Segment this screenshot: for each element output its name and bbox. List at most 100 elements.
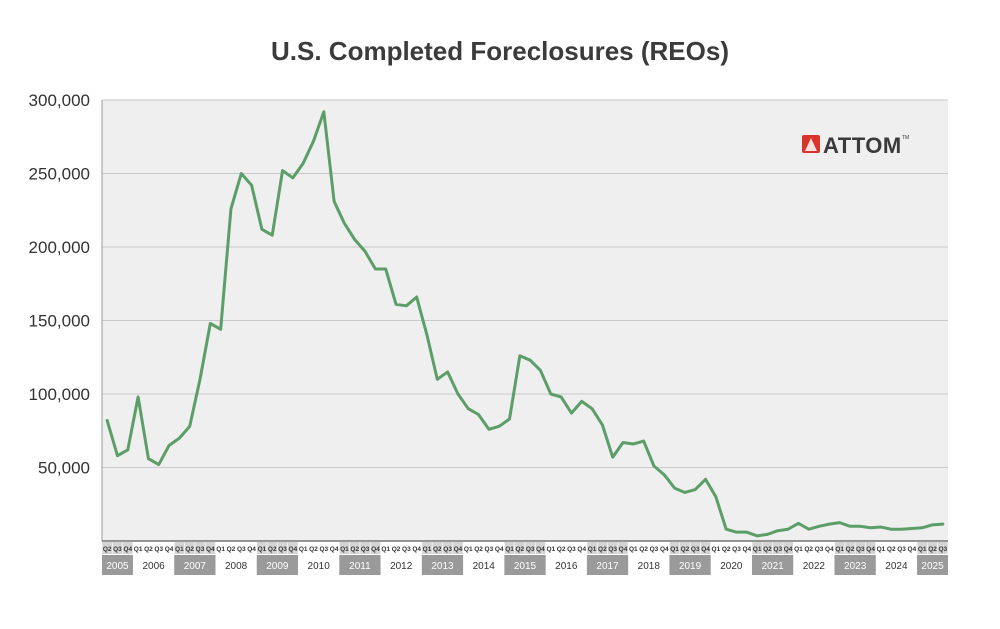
quarter-label: Q3 bbox=[196, 546, 205, 553]
year-band bbox=[669, 555, 711, 575]
year-label: 2019 bbox=[679, 561, 702, 572]
quarter-label: Q2 bbox=[185, 546, 194, 553]
quarter-label: Q4 bbox=[784, 546, 793, 553]
quarter-label: Q3 bbox=[361, 546, 370, 553]
quarter-band bbox=[277, 542, 288, 554]
quarter-band bbox=[917, 542, 928, 554]
year-label: 2012 bbox=[390, 561, 413, 572]
quarter-band bbox=[442, 542, 453, 554]
quarter-band bbox=[370, 542, 381, 554]
quarter-label: Q1 bbox=[216, 546, 225, 553]
quarter-band bbox=[680, 542, 690, 554]
quarter-band bbox=[257, 542, 267, 554]
quarter-band bbox=[339, 542, 350, 554]
quarter-label: Q2 bbox=[227, 546, 236, 553]
year-label: 2022 bbox=[803, 561, 826, 572]
quarter-band bbox=[607, 542, 618, 554]
y-tick-label: 150,000 bbox=[29, 312, 90, 331]
quarter-band bbox=[752, 542, 762, 554]
quarter-band bbox=[855, 542, 866, 554]
quarter-label: Q1 bbox=[835, 546, 844, 553]
quarter-label: Q2 bbox=[928, 546, 937, 553]
quarter-label: Q4 bbox=[247, 546, 256, 553]
year-label: 2010 bbox=[308, 561, 331, 572]
quarter-label: Q4 bbox=[866, 546, 875, 553]
quarter-band bbox=[112, 542, 123, 554]
year-label: 2025 bbox=[921, 561, 944, 572]
attom-logo: ATTOM TM bbox=[802, 133, 909, 158]
year-label: 2020 bbox=[720, 561, 743, 572]
quarter-label: Q1 bbox=[505, 546, 514, 553]
series-line-completed-foreclosures bbox=[105, 110, 945, 538]
quarter-label: Q4 bbox=[908, 546, 917, 553]
quarter-label: Q3 bbox=[526, 546, 535, 553]
quarter-label: Q1 bbox=[629, 546, 638, 553]
quarter-label: Q3 bbox=[402, 546, 411, 553]
year-label: 2011 bbox=[349, 561, 371, 572]
quarter-band bbox=[514, 542, 525, 554]
quarter-band bbox=[597, 542, 608, 554]
quarter-label: Q4 bbox=[371, 546, 380, 553]
quarter-band bbox=[288, 542, 298, 554]
quarter-band bbox=[360, 542, 370, 554]
quarter-band bbox=[535, 542, 546, 554]
year-band bbox=[256, 555, 299, 575]
quarter-label: Q3 bbox=[897, 546, 906, 553]
year-band bbox=[751, 555, 794, 575]
quarter-label: Q1 bbox=[794, 546, 803, 553]
quarter-label: Q2 bbox=[516, 546, 525, 553]
quarter-label: Q2 bbox=[392, 546, 401, 553]
year-band bbox=[834, 555, 876, 575]
y-tick-label: 300,000 bbox=[29, 91, 90, 110]
quarter-band bbox=[772, 542, 783, 554]
quarter-label: Q4 bbox=[701, 546, 710, 553]
quarter-label: Q3 bbox=[113, 546, 122, 553]
quarter-label: Q1 bbox=[175, 546, 184, 553]
quarter-label: Q2 bbox=[639, 546, 648, 553]
quarter-band bbox=[525, 542, 536, 554]
year-label: 2018 bbox=[638, 561, 661, 572]
quarter-band bbox=[422, 542, 432, 554]
year-band bbox=[421, 555, 464, 575]
year-label: 2008 bbox=[225, 561, 248, 572]
quarter-band bbox=[762, 542, 773, 554]
quarter-band bbox=[267, 542, 278, 554]
y-tick-label: 50,000 bbox=[38, 459, 90, 478]
quarter-band bbox=[349, 542, 360, 554]
chart-title: U.S. Completed Foreclosures (REOs) bbox=[271, 36, 729, 66]
quarter-label: Q1 bbox=[340, 546, 349, 553]
quarter-band bbox=[174, 542, 185, 554]
year-label: 2009 bbox=[266, 561, 289, 572]
year-label: 2014 bbox=[473, 561, 496, 572]
quarter-label: Q4 bbox=[206, 546, 215, 553]
logo-tm: TM bbox=[902, 135, 909, 141]
quarter-band bbox=[700, 542, 711, 554]
quarter-band bbox=[845, 542, 855, 554]
quarter-label: Q3 bbox=[154, 546, 163, 553]
quarter-label: Q2 bbox=[804, 546, 813, 553]
quarter-label: Q1 bbox=[299, 546, 308, 553]
year-label: 2015 bbox=[514, 561, 537, 572]
quarter-band bbox=[834, 542, 845, 554]
quarter-label: Q4 bbox=[742, 546, 751, 553]
quarter-label: Q3 bbox=[732, 546, 741, 553]
quarter-band bbox=[205, 542, 216, 554]
quarter-label: Q4 bbox=[619, 546, 628, 553]
year-band bbox=[586, 555, 629, 575]
quarter-band bbox=[927, 542, 938, 554]
year-band bbox=[339, 555, 381, 575]
quarter-band bbox=[122, 542, 133, 554]
quarter-label: Q2 bbox=[681, 546, 690, 553]
quarter-label: Q1 bbox=[423, 546, 432, 553]
year-band bbox=[174, 555, 216, 575]
quarter-label: Q1 bbox=[918, 546, 927, 553]
year-band bbox=[917, 555, 948, 575]
quarter-label: Q4 bbox=[289, 546, 298, 553]
year-label: 2006 bbox=[142, 561, 165, 572]
year-band bbox=[102, 555, 133, 575]
y-tick-label: 100,000 bbox=[29, 385, 90, 404]
quarter-band bbox=[195, 542, 205, 554]
quarter-label: Q2 bbox=[309, 546, 318, 553]
quarter-label: Q2 bbox=[598, 546, 607, 553]
